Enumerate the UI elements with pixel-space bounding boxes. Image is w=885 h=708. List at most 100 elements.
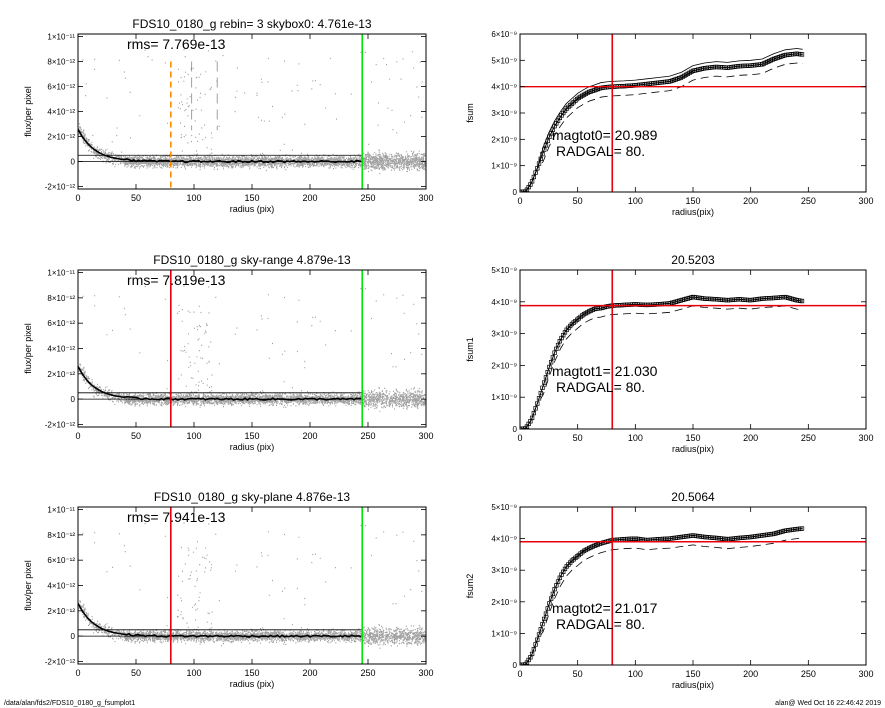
lower-bound-curve xyxy=(520,537,803,665)
fsum-marker xyxy=(538,390,543,396)
magtot-annotation: magtot1= 21.030 xyxy=(552,363,658,379)
chart-panel-1: 0 50 100 150 200 250 300-2×10⁻¹²02×10⁻¹²4×10⁻¹… xyxy=(23,17,434,214)
y-tick-label: 0 xyxy=(71,395,76,404)
fsum-marker xyxy=(538,156,543,161)
x-tick-label: 100 xyxy=(186,193,201,203)
fsum-curve xyxy=(520,528,803,665)
x-tick-label: 150 xyxy=(685,433,700,443)
rms-annotation: rms= 7.769e-13 xyxy=(127,36,226,52)
x-tick-label: 150 xyxy=(685,669,700,679)
chart-title: FDS10_0180_g sky-range 4.879e-13 xyxy=(153,253,351,267)
fsum-marker xyxy=(540,385,545,390)
y-tick-label: 1×10⁻¹¹ xyxy=(47,506,75,515)
fsum-marker xyxy=(542,380,547,385)
y-tick-label: 2×10⁻⁹ xyxy=(491,361,517,370)
x-tick-label: 50 xyxy=(573,196,583,206)
magtot-annotation: magtot0= 20.989 xyxy=(552,127,658,143)
x-tick-label: 200 xyxy=(743,433,758,443)
y-tick-label: 6×10⁻⁹ xyxy=(491,30,517,39)
fsum-marker xyxy=(547,364,552,370)
plot-area xyxy=(78,270,426,427)
fsum-marker xyxy=(533,170,538,175)
fsum-marker xyxy=(547,601,552,606)
x-tick-label: 150 xyxy=(244,193,259,203)
x-tick-label: 250 xyxy=(360,431,375,441)
y-axis-label: flux/per pixel xyxy=(23,560,33,611)
x-tick-label: 0 xyxy=(517,669,522,679)
x-tick-label: 100 xyxy=(186,431,201,441)
y-tick-label: 2×10⁻⁹ xyxy=(491,135,517,144)
plot-area xyxy=(78,34,426,189)
fsum-marker xyxy=(550,355,556,360)
profile-curve xyxy=(78,365,362,401)
x-tick-label: 250 xyxy=(360,668,375,678)
y-tick-label: 0 xyxy=(513,188,518,197)
fsum-marker xyxy=(540,151,545,157)
x-tick-label: 100 xyxy=(186,668,201,678)
fsum-marker xyxy=(531,647,536,652)
x-tick-label: 150 xyxy=(244,668,259,678)
x-tick-label: 200 xyxy=(302,668,317,678)
fsum-marker xyxy=(535,166,540,171)
radgal-annotation: RADGAL= 80. xyxy=(556,143,645,159)
x-tick-label: 200 xyxy=(743,196,758,206)
y-tick-label: 6×10⁻¹² xyxy=(47,556,75,565)
y-tick-label: 0 xyxy=(513,661,518,670)
x-tick-label: 0 xyxy=(75,193,80,203)
y-tick-label: 5×10⁻⁹ xyxy=(491,503,517,512)
y-tick-label: 8×10⁻¹² xyxy=(47,531,75,540)
y-tick-label: 1×10⁻¹¹ xyxy=(47,33,75,42)
rms-annotation: rms= 7.941e-13 xyxy=(127,509,226,525)
x-tick-label: 100 xyxy=(628,669,643,679)
fsum-marker xyxy=(529,651,535,657)
x-tick-label: 50 xyxy=(131,431,141,441)
plot-area xyxy=(520,270,866,429)
y-axis-label: flux/per pixel xyxy=(23,323,33,374)
y-tick-label: 4×10⁻¹² xyxy=(47,108,75,117)
footer-timestamp: alan@ Wed Oct 16 22:46:42 2019 xyxy=(775,700,881,707)
x-axis-label: radius (pix) xyxy=(230,442,275,452)
chart-title: 20.5203 xyxy=(671,253,715,267)
fsum-marker xyxy=(542,616,547,622)
fsum-marker xyxy=(543,611,549,616)
x-tick-label: 50 xyxy=(131,193,141,203)
fsum-marker xyxy=(536,632,542,637)
x-tick-label: 250 xyxy=(801,196,816,206)
chart-panel-6: 0 50 100 150 200 250 300 0 1×10⁻⁹ 2×10⁻⁹ 3×10⁻⁹ 4×1… xyxy=(465,490,874,690)
fsum-marker xyxy=(535,637,540,642)
fsum-marker xyxy=(799,526,805,531)
x-tick-label: 300 xyxy=(418,431,433,441)
fsum-marker xyxy=(535,401,540,406)
x-tick-label: 200 xyxy=(302,193,317,203)
plot-area xyxy=(520,507,866,665)
y-tick-label: 1×10⁻⁹ xyxy=(491,162,517,171)
profile-curve xyxy=(78,602,362,638)
y-tick-label: 1×10⁻¹¹ xyxy=(47,269,75,278)
fsum-marker xyxy=(550,591,556,597)
fsum-marker xyxy=(545,606,550,611)
fsum-marker xyxy=(548,596,554,601)
x-tick-label: 150 xyxy=(244,431,259,441)
footer-filepath: /data/alan/fds2/FDS10_0180_g_fsumplot1 xyxy=(4,700,136,707)
y-tick-label: -2×10⁻¹² xyxy=(45,420,76,429)
rms-annotation: rms= 7.819e-13 xyxy=(127,272,226,288)
y-tick-label: 1×10⁻⁹ xyxy=(491,629,517,638)
x-tick-label: 0 xyxy=(75,431,80,441)
axes-frame xyxy=(519,506,867,666)
x-tick-label: 0 xyxy=(517,433,522,443)
x-tick-label: 100 xyxy=(628,196,643,206)
y-tick-label: 8×10⁻¹² xyxy=(47,294,75,303)
x-tick-label: 300 xyxy=(858,433,873,443)
fsum-marker xyxy=(529,415,535,421)
plot-area xyxy=(520,34,866,192)
fsum-markers xyxy=(520,294,805,429)
fsum-marker xyxy=(531,174,536,180)
fsum-marker xyxy=(529,179,535,184)
chart-panel-3: 0 50 100 150 200 250 300 -2×10⁻¹² 0 2×10⁻¹² 4×10⁻¹… xyxy=(23,253,434,452)
lower-bound-curve xyxy=(520,305,803,429)
x-tick-label: 300 xyxy=(418,193,433,203)
x-tick-label: 300 xyxy=(418,668,433,678)
y-tick-label: 3×10⁻⁹ xyxy=(491,330,517,339)
y-axis-label: fsum xyxy=(465,103,475,123)
x-tick-label: 50 xyxy=(573,669,583,679)
